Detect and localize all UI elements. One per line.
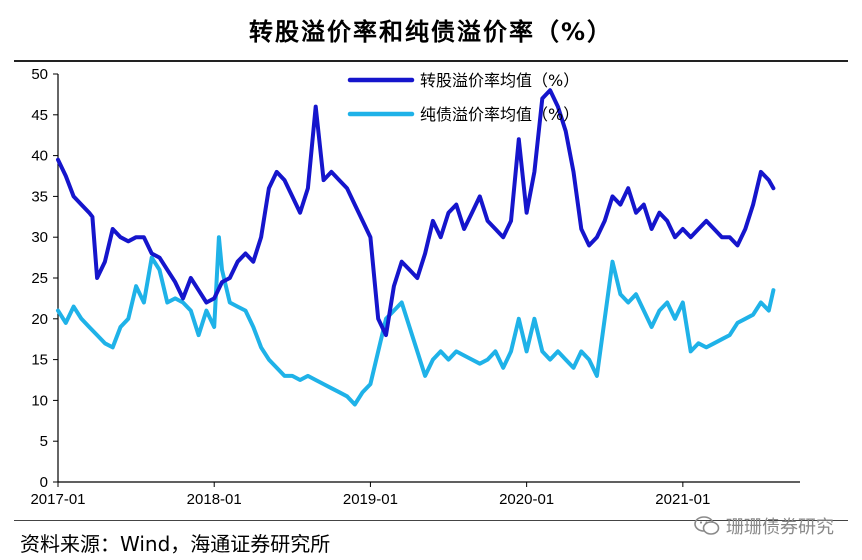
series-line-bond-premium <box>56 235 776 407</box>
watermark-text: 珊珊债券研究 <box>726 517 834 538</box>
y-tick-label: 35 <box>31 188 48 205</box>
y-tick-label: 5 <box>40 433 48 450</box>
y-tick-label: 20 <box>31 311 48 328</box>
y-tick-label: 30 <box>31 229 48 246</box>
y-tick-label: 25 <box>31 270 48 287</box>
y-tick-label: 0 <box>40 474 48 491</box>
y-tick-label: 40 <box>31 148 48 165</box>
series-layer <box>56 88 776 407</box>
legend-label: 纯债溢价率均值（%） <box>420 105 579 124</box>
chart-axes: 0 5 10 15 20 25 30 35 40 45 50 2017-01 2018-01 2019-0… <box>30 66 800 508</box>
x-tick-label: 2021-01 <box>655 491 710 508</box>
chart-legend: 转股溢价率均值（%） 纯债溢价率均值（%） <box>347 71 579 124</box>
watermark: 珊珊债券研究 <box>694 513 834 539</box>
x-tick-label: 2018-01 <box>187 491 242 508</box>
wechat-icon <box>694 516 720 535</box>
x-tick-label: 2017-01 <box>30 491 85 508</box>
x-tick-label: 2020-01 <box>499 491 554 508</box>
series-line-conversion-premium <box>56 88 776 338</box>
source-divider <box>14 520 848 521</box>
legend-label: 转股溢价率均值（%） <box>420 71 579 90</box>
y-tick-label: 45 <box>31 107 48 124</box>
source-note: 资料来源：Wind，海通证券研究所 <box>20 532 331 556</box>
chart-title: 转股溢价率和纯债溢价率（%） <box>248 18 614 46</box>
line-chart: 0 5 10 15 20 25 30 35 40 45 50 2017-01 2018-01 2019-0… <box>30 66 800 508</box>
title-divider <box>14 60 848 62</box>
y-tick-label: 15 <box>31 352 48 369</box>
y-tick-label: 10 <box>31 392 48 409</box>
title-bar: 转股溢价率和纯债溢价率（%） <box>0 0 862 60</box>
y-tick-label: 50 <box>31 66 48 83</box>
x-tick-label: 2019-01 <box>343 491 398 508</box>
